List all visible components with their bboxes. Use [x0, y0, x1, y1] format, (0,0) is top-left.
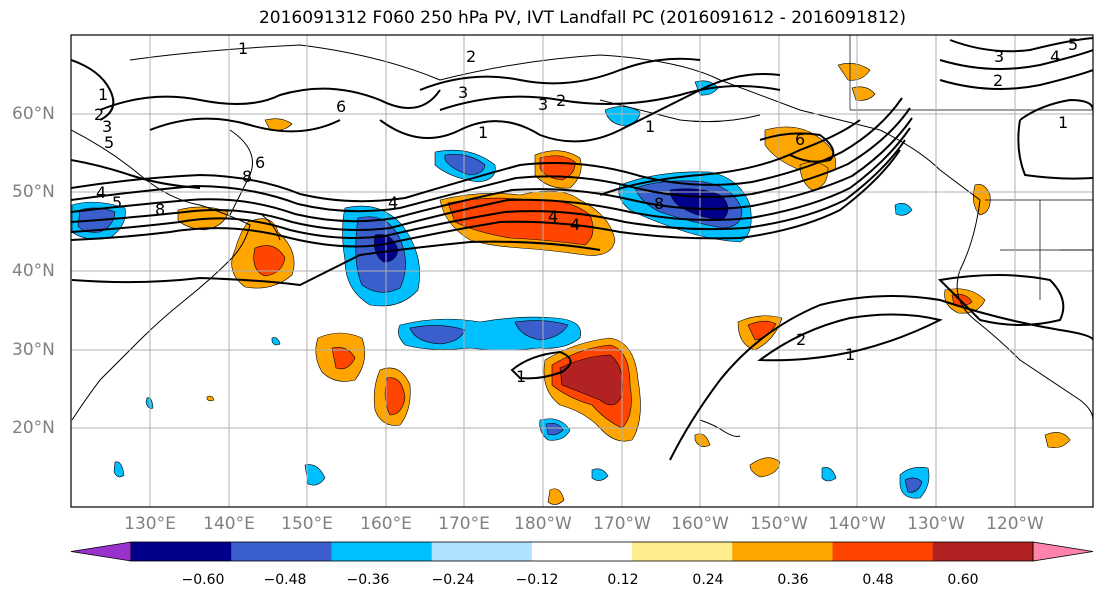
contour-label: 6: [795, 130, 805, 149]
lon-label-120w: 120°W: [986, 514, 1044, 534]
contour-label: 1: [98, 85, 108, 104]
lon-label-150w: 150°W: [750, 514, 808, 534]
contour-label: 4: [388, 193, 398, 212]
lat-label-50n: 50°N: [12, 182, 55, 202]
lat-label-40n: 40°N: [12, 261, 55, 281]
contour-label: 1: [1058, 113, 1068, 132]
contour-label: 2: [94, 105, 104, 124]
contour-label: 6: [255, 153, 265, 172]
lon-label-150e: 150°E: [281, 514, 333, 534]
colorbar-tick-label: 0.12: [607, 572, 639, 588]
colorbar-segment: [632, 542, 733, 561]
contour-label: 1: [516, 367, 526, 386]
colorbar-extend-high: [1032, 541, 1094, 562]
borders: [849, 35, 1093, 300]
lon-label-160w: 160°W: [671, 514, 729, 534]
contour-label: 4: [570, 215, 580, 234]
contour-label: 3: [538, 95, 548, 114]
colorbar-tick-label: −0.36: [346, 572, 390, 588]
contour-label: 5: [1068, 35, 1078, 54]
lat-label-20n: 20°N: [12, 418, 55, 438]
lat-label-30n: 30°N: [12, 340, 55, 360]
colorbar-segment: [331, 542, 433, 561]
colorbar-tick-label: −0.48: [263, 572, 307, 588]
contour-label: 2: [993, 71, 1003, 90]
colorbar-segment: [231, 542, 332, 561]
contour-label: 3: [458, 83, 468, 102]
coastlines: [71, 44, 1093, 437]
lat-label-60n: 60°N: [12, 104, 55, 124]
contour-label: 5: [112, 193, 122, 212]
map-frame: [70, 34, 1094, 508]
lon-label-180w: 180°W: [514, 514, 572, 534]
contour-label: 1: [645, 117, 655, 136]
gridlines: [71, 35, 1093, 507]
contour-label: 6: [336, 97, 346, 116]
contour-label: 3: [994, 47, 1004, 66]
contour-label: 5: [104, 133, 114, 152]
contour-label: 1: [478, 123, 488, 142]
colorbar-extend-low: [70, 541, 132, 562]
colorbar-segment: [531, 542, 633, 561]
colorbar-tick-label: 0.48: [862, 572, 894, 588]
colorbar-segment: [732, 542, 834, 561]
contour-label: 8: [242, 167, 252, 186]
lon-label-130w: 130°W: [907, 514, 965, 534]
colorbar-segment: [832, 542, 934, 561]
ivt-contours: [71, 37, 1093, 461]
colorbar: [70, 541, 1094, 562]
contour-label: 4: [1050, 47, 1060, 66]
lon-label-140e: 140°E: [203, 514, 255, 534]
colorbar-segment: [431, 542, 533, 561]
lon-label-170e: 170°E: [438, 514, 490, 534]
colorbar-tick-label: −0.60: [181, 572, 225, 588]
colorbar-tick-label: −0.24: [431, 572, 475, 588]
lon-label-140w: 140°W: [828, 514, 886, 534]
colorbar-tick-label: 0.60: [947, 572, 979, 588]
map-title: 2016091312 F060 250 hPa PV, IVT Landfall…: [258, 8, 906, 28]
contour-label: 8: [155, 200, 165, 219]
contour-label: 8: [654, 194, 664, 213]
colorbar-tick-label: 0.36: [777, 572, 809, 588]
lon-label-160e: 160°E: [360, 514, 412, 534]
contour-label: 1: [238, 39, 248, 58]
contour-label: 2: [556, 91, 566, 110]
colorbar-segment: [932, 542, 1034, 561]
lon-label-130e: 130°E: [124, 514, 176, 534]
lon-label-170w: 170°W: [593, 514, 651, 534]
contour-labels: 1 2 3 5 4 5 6 4 8 3 2 1 3 2 1 4 6 4 8 2 …: [94, 35, 1078, 386]
colorbar-segment: [131, 542, 232, 561]
contour-label: 4: [548, 207, 558, 226]
contour-label: 2: [796, 330, 806, 349]
colorbar-frame: [130, 541, 1034, 562]
contour-label: 2: [466, 47, 476, 66]
contour-label: 4: [96, 183, 106, 202]
contour-label: 3: [102, 117, 112, 136]
colorbar-tick-label: −0.12: [515, 572, 559, 588]
colorbar-tick-label: 0.24: [692, 572, 724, 588]
contour-label: 1: [845, 345, 855, 364]
